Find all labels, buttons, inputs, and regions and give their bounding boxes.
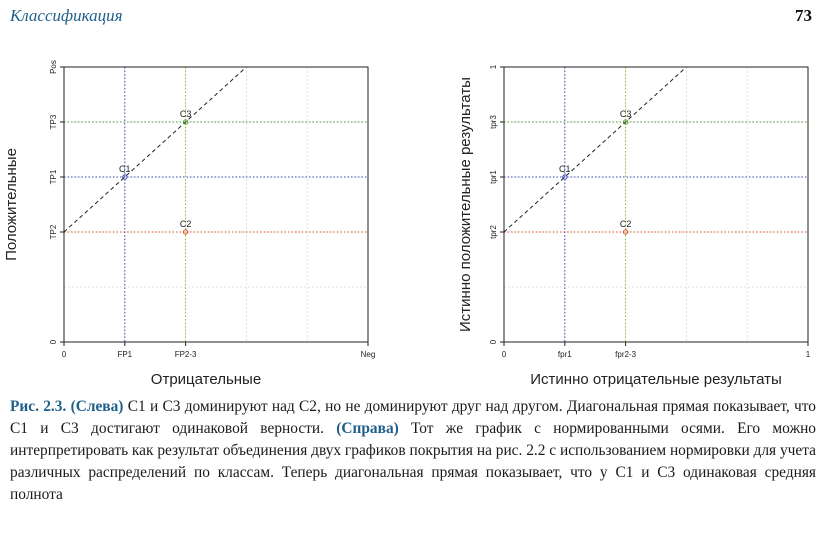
left-point [122, 174, 128, 180]
right-point-label: C2 [620, 219, 632, 229]
right-y-tick-label: tpr3 [489, 115, 498, 129]
right-x-tick-label: fpr1 [558, 350, 572, 359]
right-point-label: C1 [559, 164, 571, 174]
left-x-axis-label: Отрицательные [151, 371, 261, 388]
right-point-label: C3 [620, 109, 632, 119]
left-point [182, 229, 189, 235]
caption-text-1: С1 и С3 доминируют над С2, но не доминир… [10, 398, 816, 437]
right-diagonal-line [503, 66, 687, 233]
figure-caption: Рис. 2.3. (Слева) С1 и С3 доминируют над… [10, 396, 816, 506]
right-y-tick-label: 0 [489, 339, 498, 344]
left-y-axis-label: Положительные [3, 148, 20, 261]
left-plot-frame [63, 66, 369, 343]
right-y-axis-label: Истинно положительные результаты [457, 77, 474, 332]
right-plot-frame [503, 66, 809, 343]
left-x-tick-label: Neg [361, 350, 376, 359]
right-point [562, 174, 568, 180]
caption-right-tag: (Справа) [336, 420, 399, 437]
right-y-tick-label: tpr1 [489, 170, 498, 184]
right-x-tick-label: fpr2-3 [615, 350, 636, 359]
left-diagonal-line [63, 66, 247, 233]
running-header-title: Классификация [10, 6, 123, 25]
right-chart: 0 fpr1 fpr2-3 1 0 tpr2 tpr1 tpr3 1 C1 C3 C2 Истинно … [457, 64, 811, 388]
left-point-label: C1 [119, 164, 131, 174]
left-point-label: C3 [180, 109, 192, 119]
right-x-tick-label: 0 [502, 350, 507, 359]
figure-plots: 0 FP1 FP2-3 Neg 0 TP2 TP1 TP3 Pos C1 C3 C2 Отрицател… [3, 60, 811, 388]
left-y-tick-label: TP1 [49, 169, 58, 184]
right-point [622, 229, 629, 235]
right-x-axis-label: Истинно отрицательные результаты [530, 371, 782, 388]
right-point [622, 119, 629, 125]
right-y-tick-label: tpr2 [489, 225, 498, 239]
left-point-label: C2 [180, 219, 192, 229]
left-chart: 0 FP1 FP2-3 Neg 0 TP2 TP1 TP3 Pos C1 C3 C2 Отрицател… [3, 60, 375, 388]
left-y-tick-label: 0 [49, 339, 58, 344]
left-x-tick-label: 0 [62, 350, 67, 359]
left-x-tick-label: FP2-3 [175, 350, 197, 359]
caption-left-tag: (Слева) [70, 398, 124, 415]
page-number: 73 [795, 6, 812, 25]
caption-label: Рис. 2.3. [10, 398, 67, 415]
left-y-tick-label: TP3 [49, 114, 58, 129]
left-y-tick-label: Pos [49, 60, 58, 74]
left-y-tick-label: TP2 [49, 224, 58, 239]
left-point [182, 119, 189, 125]
left-x-tick-label: FP1 [117, 350, 132, 359]
caption-text-2: Тот же график с нормированными осями. Ег… [10, 420, 817, 503]
right-x-tick-label: 1 [806, 350, 811, 359]
right-y-tick-label: 1 [489, 64, 498, 69]
